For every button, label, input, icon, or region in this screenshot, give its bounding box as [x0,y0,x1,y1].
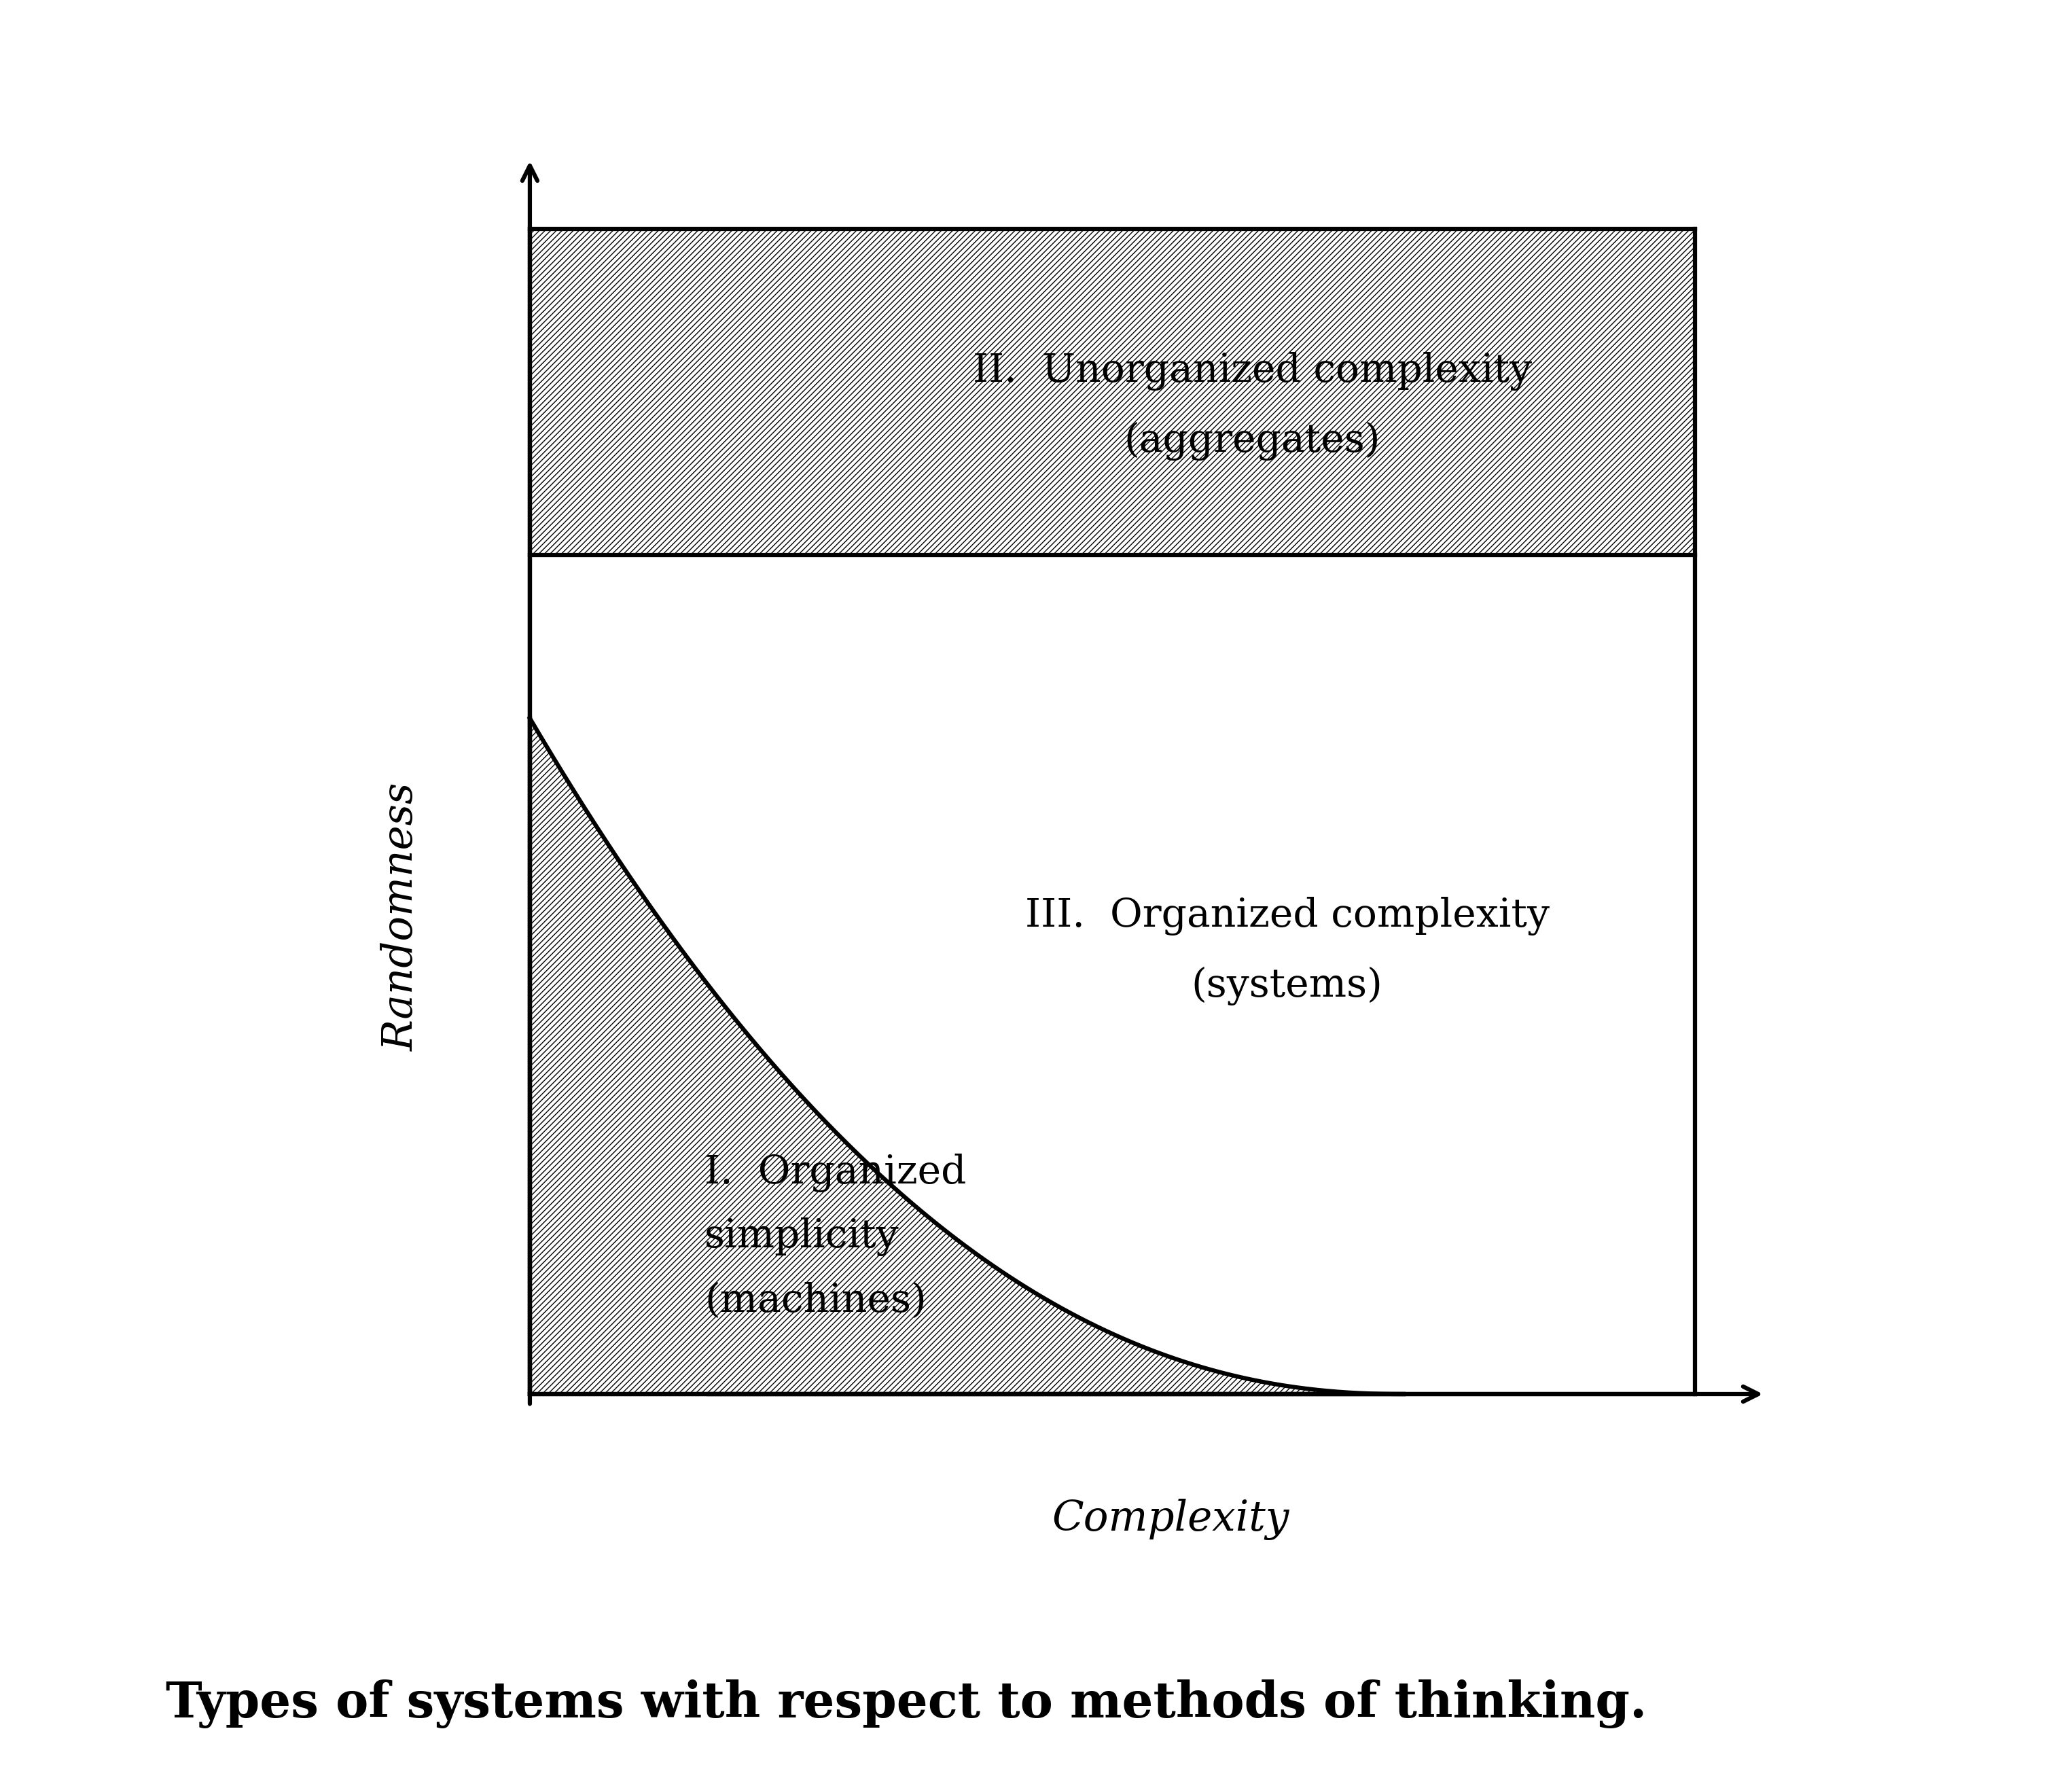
Text: Complexity: Complexity [1053,1499,1289,1540]
Text: simplicity: simplicity [704,1217,899,1256]
Text: (aggregates): (aggregates) [1123,422,1380,460]
Text: III.  Organized complexity: III. Organized complexity [1026,896,1550,936]
Text: Types of systems with respect to methods of thinking.: Types of systems with respect to methods… [166,1680,1647,1729]
Text: II.  Unorganized complexity: II. Unorganized complexity [972,351,1531,390]
Text: I.  Organized: I. Organized [704,1153,966,1192]
Text: Randomness: Randomness [381,782,423,1051]
Polygon shape [530,228,1695,556]
Text: (machines): (machines) [704,1281,926,1320]
Text: (systems): (systems) [1191,968,1382,1005]
Polygon shape [530,718,1403,1394]
